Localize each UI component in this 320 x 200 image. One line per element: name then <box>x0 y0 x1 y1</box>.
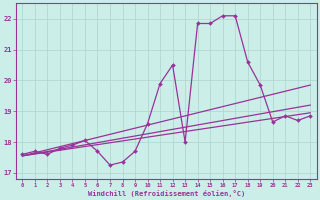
X-axis label: Windchill (Refroidissement éolien,°C): Windchill (Refroidissement éolien,°C) <box>88 190 245 197</box>
